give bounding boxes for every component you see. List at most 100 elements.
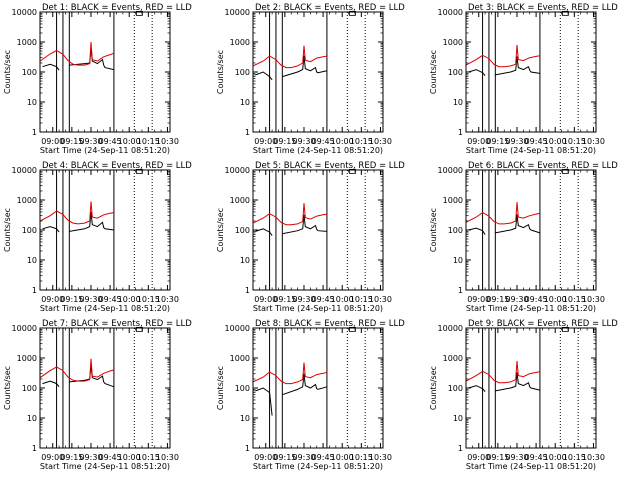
detector-panel-5: Det 5: BLACK = Events, RED = LLD 1 10 100 10… (216, 161, 405, 313)
x-tick-label: 09:30 (79, 295, 102, 304)
x-tick-label: 10:30 (156, 295, 179, 304)
x-tick-label: 09:15 (486, 295, 509, 304)
y-tick-label: 10000 (225, 324, 250, 333)
detector-panel-8: Det 8: BLACK = Events, RED = LLD 1 10 100 10… (216, 319, 405, 471)
x-tick-label: 09:30 (505, 295, 528, 304)
y-tick-label: 1 (245, 444, 250, 453)
detector-panel-2: Det 2: BLACK = Events, RED = LLD 1 10 100 10… (216, 3, 405, 155)
plot-frame (465, 327, 597, 449)
series-line-lld (39, 358, 115, 382)
x-tick-label: 09:00 (254, 137, 277, 146)
y-tick-label: 1 (32, 444, 37, 453)
x-tick-label: 10:30 (582, 453, 605, 462)
y-axis-title: Counts/sec (429, 366, 438, 410)
x-tick-label: 10:30 (582, 137, 605, 146)
x-tick-label: 09:30 (79, 137, 102, 146)
y-tick-label: 10 (453, 414, 463, 423)
panel-title: Det 4: BLACK = Events, RED = LLD (42, 161, 192, 171)
x-tick-label: 09:15 (486, 453, 509, 462)
x-tick-label: 09:45 (525, 453, 548, 462)
series-line-lld (252, 203, 327, 226)
x-tick-label: 10:15 (350, 453, 373, 462)
x-axis-title: Start Time (24-Sep-11 08:51:20) (466, 304, 596, 313)
x-tick-label: 09:45 (312, 137, 335, 146)
marker-box (562, 326, 569, 332)
plot-frame (465, 11, 597, 133)
x-tick-label: 10:30 (582, 295, 605, 304)
y-tick-label: 1000 (230, 354, 250, 363)
x-tick-label: 09:15 (273, 137, 296, 146)
marker-box (136, 168, 143, 174)
x-tick-label: 10:00 (118, 137, 141, 146)
y-tick-label: 1 (32, 128, 37, 137)
y-tick-label: 1000 (230, 196, 250, 205)
panel-title: Det 3: BLACK = Events, RED = LLD (468, 3, 618, 13)
x-tick-label: 10:15 (563, 295, 586, 304)
panel-title: Det 2: BLACK = Events, RED = LLD (255, 3, 405, 13)
panel-title: Det 9: BLACK = Events, RED = LLD (468, 319, 618, 329)
y-tick-label: 10000 (225, 8, 250, 17)
detector-panel-6: Det 6: BLACK = Events, RED = LLD 1 10 100 10… (429, 161, 618, 313)
x-tick-label: 10:30 (369, 295, 392, 304)
y-axis-title: Counts/sec (216, 208, 225, 252)
y-tick-label: 10 (27, 98, 37, 107)
series-line-events (255, 214, 327, 236)
y-tick-label: 100 (22, 68, 37, 77)
x-tick-label: 09:15 (273, 453, 296, 462)
y-tick-label: 1000 (443, 38, 463, 47)
marker-box (349, 10, 356, 16)
y-tick-label: 1 (458, 444, 463, 453)
y-axis-title: Counts/sec (3, 208, 12, 252)
y-tick-label: 100 (235, 68, 250, 77)
x-tick-label: 10:15 (137, 453, 160, 462)
x-tick-label: 09:00 (41, 137, 64, 146)
y-tick-label: 10000 (438, 324, 463, 333)
y-tick-label: 10 (27, 256, 37, 265)
marker-box (562, 10, 569, 16)
x-tick-label: 09:45 (525, 295, 548, 304)
x-axis-title: Start Time (24-Sep-11 08:51:20) (466, 462, 596, 471)
detector-panel-4: Det 4: BLACK = Events, RED = LLD 1 10 100 10… (3, 161, 192, 313)
x-tick-label: 10:30 (369, 453, 392, 462)
x-tick-label: 10:15 (350, 137, 373, 146)
plot-frame (252, 11, 384, 133)
plot-frame (252, 169, 384, 291)
series-line-lld (39, 41, 115, 66)
x-tick-label: 10:30 (156, 137, 179, 146)
x-axis-title: Start Time (24-Sep-11 08:51:20) (253, 462, 383, 471)
detector-panel-1: Det 1: BLACK = Events, RED = LLD 1 10 100 10… (3, 3, 192, 155)
marker-box (136, 326, 143, 332)
x-tick-label: 10:30 (156, 453, 179, 462)
x-tick-label: 09:15 (60, 295, 83, 304)
plot-frame (465, 169, 597, 291)
x-tick-label: 09:30 (505, 453, 528, 462)
y-tick-label: 10000 (12, 166, 37, 175)
x-tick-label: 09:00 (467, 453, 490, 462)
y-tick-label: 10000 (225, 166, 250, 175)
plot-frame (39, 11, 171, 133)
x-tick-label: 09:00 (41, 295, 64, 304)
x-tick-label: 10:00 (544, 453, 567, 462)
series-line-events (42, 211, 114, 233)
series-line-lld (39, 201, 114, 225)
x-tick-label: 10:00 (331, 453, 354, 462)
panel-title: Det 1: BLACK = Events, RED = LLD (42, 3, 192, 13)
y-tick-label: 100 (448, 384, 463, 393)
marker-box (349, 168, 356, 174)
y-tick-label: 1 (32, 286, 37, 295)
x-tick-label: 10:00 (544, 295, 567, 304)
panel-title: Det 5: BLACK = Events, RED = LLD (255, 161, 405, 171)
x-tick-label: 09:00 (467, 137, 490, 146)
series-line-events (468, 372, 541, 393)
panel-title: Det 8: BLACK = Events, RED = LLD (255, 319, 405, 329)
x-tick-label: 09:15 (60, 453, 83, 462)
x-tick-label: 09:30 (292, 453, 315, 462)
x-tick-label: 09:45 (99, 295, 122, 304)
y-tick-label: 10 (453, 256, 463, 265)
panel-title: Det 7: BLACK = Events, RED = LLD (42, 319, 192, 329)
y-tick-label: 10 (240, 98, 250, 107)
y-tick-label: 10000 (12, 324, 37, 333)
x-tick-label: 10:00 (331, 137, 354, 146)
plot-frame (39, 327, 171, 449)
x-tick-label: 10:00 (118, 453, 141, 462)
